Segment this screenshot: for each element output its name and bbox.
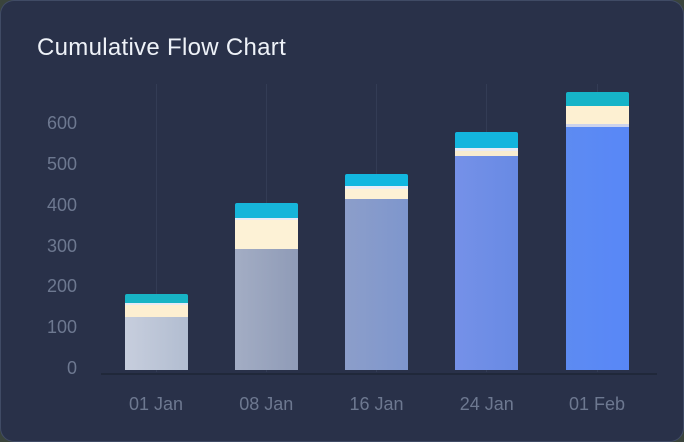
x-axis-label: 08 Jan xyxy=(239,394,294,414)
y-tick-label: 200 xyxy=(46,276,77,296)
bar-segment-band-cream[interactable] xyxy=(124,305,188,317)
x-axis-label: 16 Jan xyxy=(349,394,404,414)
bar-segment-base[interactable] xyxy=(234,249,298,370)
y-tick-label: 0 xyxy=(66,358,77,378)
bar-segment-band-cyan[interactable] xyxy=(345,174,408,186)
chart-title: Cumulative Flow Chart xyxy=(37,34,287,61)
bar-segment-band-cream[interactable] xyxy=(345,188,408,200)
bar-segment-base[interactable] xyxy=(455,155,519,370)
y-tick-label: 500 xyxy=(46,154,77,174)
y-tick-label: 400 xyxy=(46,195,77,215)
stacked-bar xyxy=(124,294,188,370)
y-tick-label: 100 xyxy=(46,317,77,337)
x-axis-label: 24 Jan xyxy=(459,394,514,414)
bar-segment-band-white[interactable] xyxy=(234,218,298,221)
bar-segment-base[interactable] xyxy=(565,126,629,370)
stacked-bar xyxy=(565,92,629,370)
stacked-bar xyxy=(234,203,298,370)
bar-segment-band-cream[interactable] xyxy=(565,106,629,125)
bar-segment-band-white[interactable] xyxy=(124,302,188,306)
bar-segment-band-cyan[interactable] xyxy=(234,203,298,219)
bar-segment-band-white[interactable] xyxy=(455,147,519,152)
x-axis-label: 01 Jan xyxy=(128,394,184,414)
y-tick-label: 300 xyxy=(46,236,77,256)
stacked-bar xyxy=(345,174,408,370)
bar-segment-band-cream[interactable] xyxy=(234,220,298,250)
bar-segment-base[interactable] xyxy=(345,199,408,370)
bar-segment-band-cyan[interactable] xyxy=(455,131,519,148)
x-axis-line xyxy=(101,373,657,375)
y-tick-label: 600 xyxy=(46,113,77,133)
bar-segment-band-cream[interactable] xyxy=(455,151,519,156)
bar-segment-band-cyan[interactable] xyxy=(124,294,188,303)
vertical-gridline xyxy=(155,84,157,372)
bar-segment-band-white[interactable] xyxy=(565,124,629,127)
x-axis-label: 01 Feb xyxy=(568,394,626,414)
bar-segment-band-cyan[interactable] xyxy=(565,92,629,107)
stacked-bar xyxy=(455,131,519,370)
bar-segment-base[interactable] xyxy=(124,316,188,370)
bar-segment-band-white[interactable] xyxy=(345,185,408,189)
